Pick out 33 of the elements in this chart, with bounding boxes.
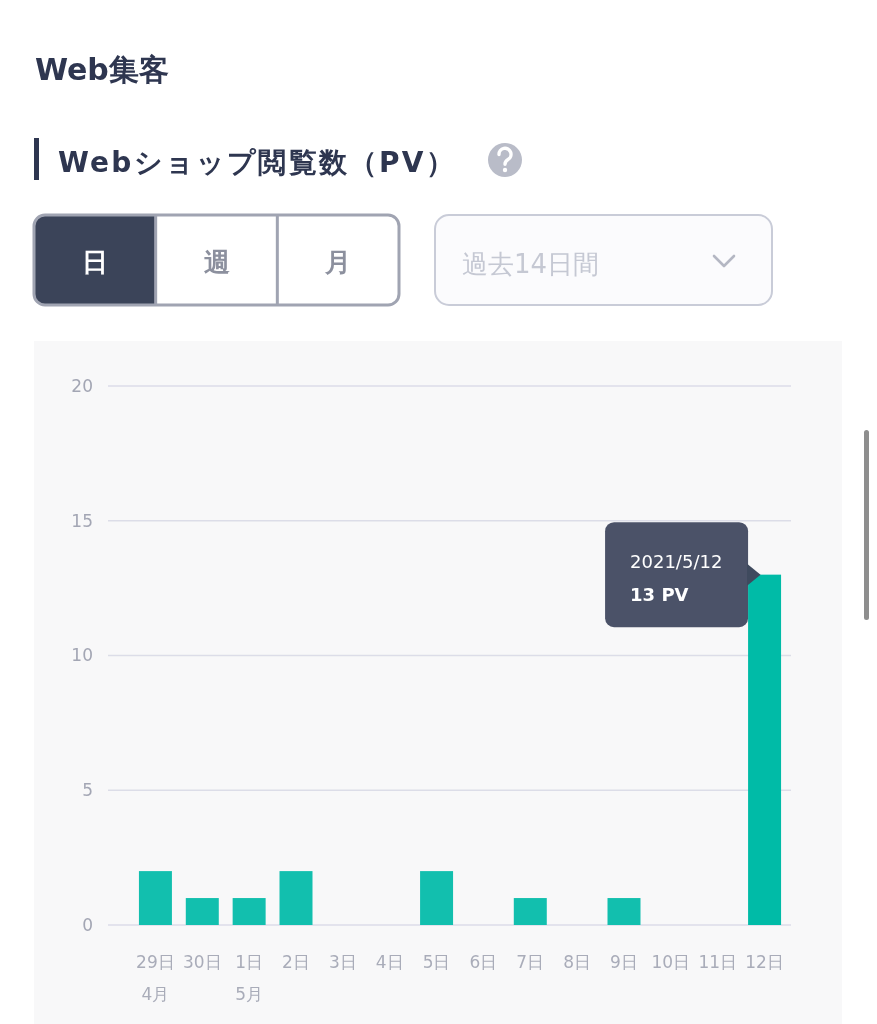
x-tick-label: 30日: [182, 952, 222, 972]
x-tick-label: 1日 5月: [235, 952, 264, 1004]
bar: [513, 898, 547, 925]
bar: [748, 574, 782, 925]
y-tick-label: 0: [82, 914, 93, 935]
x-tick-label: 9日: [610, 952, 638, 972]
x-tick-label: 12日: [745, 952, 784, 972]
x-tick-label: 11日: [698, 952, 738, 972]
text: 週: [203, 247, 230, 277]
y-tick-label: 20: [71, 375, 93, 396]
x-tick-label: 5日: [422, 952, 451, 972]
chart-title: Web集客: [35, 52, 169, 87]
bar: [232, 898, 266, 925]
bar: [279, 871, 313, 925]
x-tick-label: 29日 4月: [136, 952, 175, 1004]
x-tick-label: 7日: [516, 952, 545, 972]
x-tick-label: 6日: [469, 952, 498, 972]
x-tick-label: 2日: [282, 952, 310, 972]
x-tick-label: 8日: [563, 952, 592, 972]
bar: [138, 871, 172, 925]
x-tick-label: 4日: [375, 952, 404, 972]
text: 日: [81, 247, 108, 277]
x-tick-label: 3日: [328, 952, 357, 972]
bar: [185, 898, 219, 925]
y-tick-label: 10: [71, 645, 93, 666]
chart-subtitle: Webショップ閲覧数（PV）: [58, 146, 456, 179]
annotation: 2021/5/12 13 PV: [630, 550, 723, 605]
bar: [607, 898, 641, 925]
text: 月: [324, 247, 352, 277]
bar: [420, 871, 454, 925]
x-tick-label: 10日: [651, 952, 691, 972]
y-tick-label: 5: [82, 780, 93, 801]
y-tick-label: 15: [71, 510, 93, 531]
